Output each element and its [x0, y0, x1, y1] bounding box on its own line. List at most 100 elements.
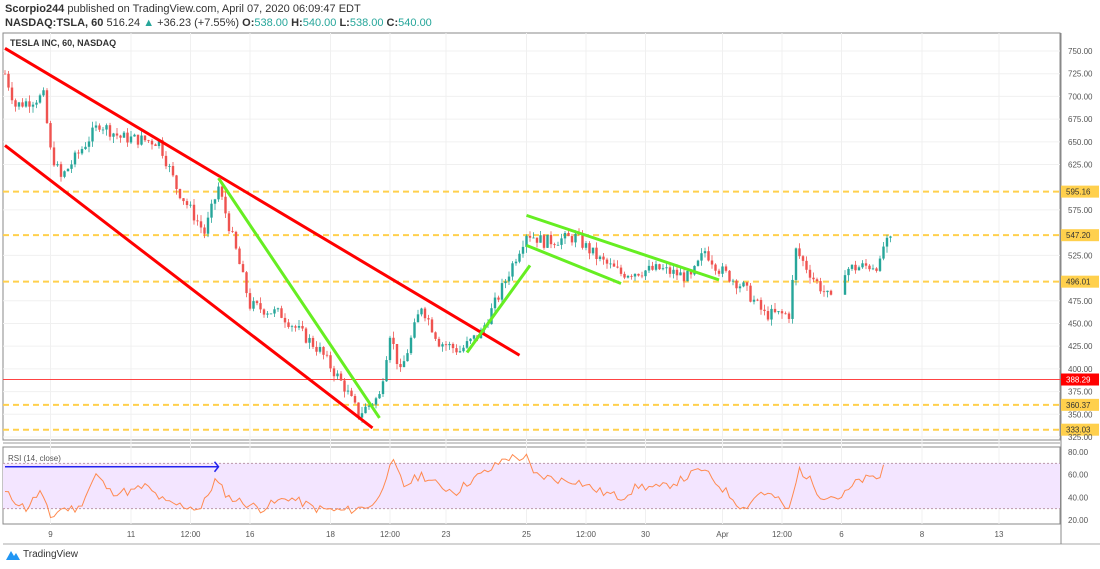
tradingview-logo[interactable]: TradingView	[6, 549, 78, 560]
candle	[640, 275, 644, 277]
candle	[861, 263, 864, 268]
level-tag	[1061, 185, 1099, 198]
candle	[381, 381, 385, 395]
candle	[703, 251, 707, 254]
candle	[514, 261, 518, 264]
candle	[94, 125, 98, 128]
candle	[882, 246, 885, 259]
candle	[178, 189, 182, 199]
candle	[847, 268, 850, 276]
symbol: NASDAQ:TSLA, 60	[5, 17, 104, 29]
candle	[45, 90, 49, 124]
candle	[140, 135, 143, 145]
candle	[574, 233, 577, 243]
candle	[528, 235, 532, 238]
price-tick-label: 625.00	[1068, 161, 1093, 170]
candle	[770, 308, 773, 320]
level-label: 333.03	[1066, 426, 1091, 435]
candle	[623, 273, 626, 278]
time-tick-label: 12:00	[380, 530, 401, 539]
candle	[14, 100, 17, 107]
open-label: O:	[242, 17, 255, 29]
candle	[500, 283, 504, 300]
candle	[199, 221, 203, 228]
candle	[136, 134, 140, 145]
candle	[637, 273, 640, 276]
candle	[10, 87, 14, 101]
candle	[728, 270, 731, 282]
price-tick-label: 725.00	[1068, 70, 1093, 79]
author[interactable]: Scorpio244	[5, 3, 65, 15]
candle	[409, 337, 413, 354]
candle	[546, 234, 549, 248]
candle	[28, 101, 31, 107]
rsi-tick-label: 80.00	[1068, 448, 1089, 457]
candle	[287, 322, 290, 327]
candle	[434, 332, 437, 339]
candle	[497, 297, 500, 300]
candle	[801, 256, 805, 261]
candle	[161, 140, 164, 156]
candle	[889, 236, 892, 238]
price-tick-label: 750.00	[1068, 47, 1093, 56]
candle	[157, 140, 161, 147]
price-tick-label: 675.00	[1068, 115, 1093, 124]
candle	[374, 398, 378, 405]
candle	[539, 235, 542, 243]
candle	[868, 265, 871, 270]
candle	[73, 152, 77, 165]
time-tick-label: 30	[641, 530, 650, 539]
candle	[563, 232, 567, 239]
candle	[56, 164, 59, 166]
candle	[714, 264, 717, 271]
candle	[63, 171, 66, 177]
time-tick-label: 12:00	[772, 530, 793, 539]
candle	[206, 217, 210, 234]
publish-text: published on TradingView.com, April 07, …	[67, 3, 361, 15]
candle	[850, 264, 854, 269]
rsi-band	[3, 463, 1060, 509]
candle	[619, 267, 623, 274]
candle	[707, 251, 710, 261]
candle	[66, 168, 70, 172]
candle	[248, 293, 252, 309]
price-tick-label: 525.00	[1068, 251, 1093, 260]
candle	[175, 175, 178, 190]
candle	[59, 164, 63, 177]
candle	[588, 243, 591, 254]
candle	[255, 301, 259, 304]
candle	[378, 394, 381, 399]
candle	[259, 303, 262, 310]
candle	[238, 248, 241, 265]
candle	[665, 267, 668, 269]
candle	[269, 313, 273, 315]
candle	[252, 301, 255, 309]
candle	[710, 260, 714, 265]
candle	[346, 390, 350, 392]
candle	[213, 199, 217, 204]
candle	[420, 308, 423, 315]
level-tag	[1061, 423, 1099, 436]
low-value: 538.00	[349, 17, 384, 29]
candle	[724, 266, 728, 271]
candle	[308, 337, 311, 343]
candle	[465, 341, 469, 348]
candle	[231, 231, 234, 232]
candle	[70, 164, 73, 169]
candle	[343, 380, 346, 392]
level-label: 360.37	[1066, 401, 1091, 410]
candle	[549, 234, 553, 245]
candle	[126, 132, 129, 143]
candle	[280, 308, 283, 318]
time-tick-label: Apr	[716, 530, 729, 539]
candle	[322, 347, 325, 355]
candle	[451, 343, 455, 349]
candle	[189, 204, 192, 206]
candle	[318, 347, 322, 352]
level-tag	[1061, 398, 1099, 411]
candle	[581, 234, 584, 248]
chart-title: TESLA INC, 60, NASDAQ	[10, 38, 116, 48]
candle	[675, 269, 679, 276]
candle	[689, 270, 693, 275]
